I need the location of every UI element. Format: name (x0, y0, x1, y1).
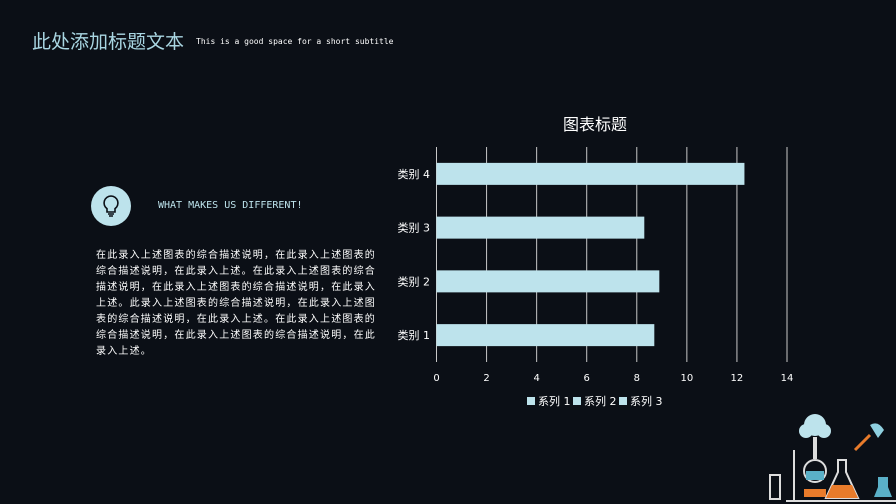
lightbulb-icon (91, 186, 131, 226)
legend-label: 系列 3 (630, 394, 663, 408)
y-tick-label: 类别 2 (398, 274, 431, 288)
bar (436, 216, 645, 239)
legend-swatch (573, 397, 581, 405)
legend-swatch (527, 397, 535, 405)
page-subtitle: This is a good space for a short subtitl… (196, 37, 394, 46)
x-tick-label: 2 (483, 373, 489, 384)
bar (436, 324, 655, 347)
x-tick-label: 12 (731, 373, 744, 384)
legend-label: 系列 2 (584, 394, 617, 408)
legend-swatch (619, 397, 627, 405)
x-tick-label: 6 (584, 373, 590, 384)
x-tick-label: 8 (634, 373, 640, 384)
feature-description: 在此录入上述图表的综合描述说明，在此录入上述图表的综合描述说明，在此录入上述。在… (96, 250, 376, 357)
y-tick-label: 类别 1 (398, 328, 431, 342)
page-title: 此处添加标题文本 (32, 31, 185, 53)
legend-label: 系列 1 (538, 394, 571, 408)
x-tick-label: 10 (680, 373, 693, 384)
laboratory-flasks-illustration (769, 414, 896, 502)
y-tick-label: 类别 4 (398, 167, 431, 181)
x-tick-label: 4 (533, 373, 539, 384)
x-tick-label: 0 (433, 373, 439, 384)
chart-title: 图表标题 (563, 115, 627, 134)
x-tick-label: 14 (781, 373, 794, 384)
feature-heading: WHAT MAKES US DIFFERENT! (158, 200, 303, 211)
bar (436, 162, 745, 185)
bar (436, 270, 660, 293)
y-tick-label: 类别 3 (398, 221, 431, 235)
